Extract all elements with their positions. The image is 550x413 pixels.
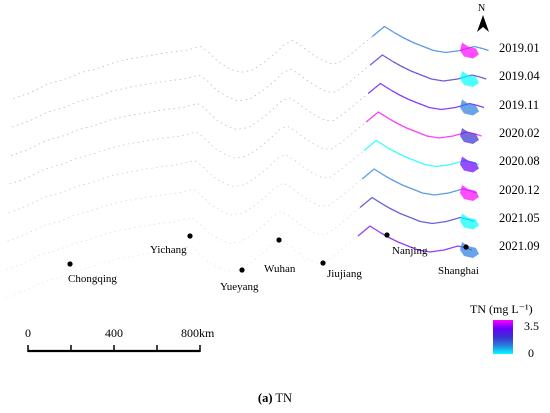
estuary-2021.09 xyxy=(460,242,479,258)
river-reach-2021.05 xyxy=(359,196,475,225)
city-label: Yueyang xyxy=(220,281,259,293)
legend-color-bar xyxy=(493,320,513,354)
city-dot xyxy=(320,260,326,266)
north-arrow-letter: N xyxy=(478,3,486,14)
river-reach-2019.01 xyxy=(371,25,489,54)
date-label: 2019.01 xyxy=(499,41,540,55)
city-label: Wuhan xyxy=(264,263,296,275)
city-dot xyxy=(463,244,469,250)
city-label: Jiujiang xyxy=(327,268,362,280)
river-snapshot-2020.08 xyxy=(8,140,480,213)
city-label: Shanghai xyxy=(438,265,479,277)
estuary-2021.05 xyxy=(460,213,479,230)
figure-caption: (a) TN xyxy=(0,391,550,406)
city-label: Yichang xyxy=(150,244,187,256)
river-snapshot-2021.05 xyxy=(6,197,475,270)
city-dot xyxy=(239,267,245,273)
estuary-2019.11 xyxy=(460,99,479,116)
river-reach-2019.04 xyxy=(369,54,487,82)
river-snapshot-2019.11 xyxy=(10,83,485,156)
estuary-2020.02 xyxy=(460,128,479,144)
city-dot xyxy=(67,261,73,267)
estuary-2020.12 xyxy=(460,185,479,201)
estuary-2019.04 xyxy=(460,71,479,87)
legend-max-label: 3.5 xyxy=(524,319,539,333)
river-snapshot-2020.12 xyxy=(7,168,477,242)
city-label: Nanjing xyxy=(392,245,428,257)
estuary-2019.01 xyxy=(460,42,479,59)
river-snapshot-2019.01 xyxy=(13,26,489,99)
north-arrow-icon xyxy=(477,15,489,32)
city-dot xyxy=(187,233,193,239)
city-dot xyxy=(276,237,282,243)
city-label: Chongqing xyxy=(68,273,117,285)
date-label: 2021.05 xyxy=(499,210,540,225)
date-label: 2020.12 xyxy=(499,182,540,197)
legend-title: TN (mg L⁻¹) xyxy=(470,302,533,316)
river-reach-2019.11 xyxy=(367,82,485,111)
date-label: 2020.02 xyxy=(499,125,540,140)
date-label: 2021.09 xyxy=(499,239,540,254)
river-snapshot-2021.09 xyxy=(4,225,473,299)
river-reach-2021.09 xyxy=(357,225,473,253)
city-dot xyxy=(384,232,390,238)
caption-text: TN xyxy=(272,391,293,405)
legend-min-label: 0 xyxy=(528,346,534,360)
date-label: 2019.11 xyxy=(499,97,540,112)
scale-bar-label: 800km xyxy=(181,326,215,340)
scale-bar-label: 400 xyxy=(105,326,123,340)
river-reach-2020.12 xyxy=(361,168,477,196)
estuary-2020.08 xyxy=(460,156,479,173)
river-snapshot-2019.04 xyxy=(12,54,487,128)
date-label: 2019.04 xyxy=(499,69,540,84)
river-snapshot-2020.02 xyxy=(9,111,482,185)
caption-prefix: (a) xyxy=(257,391,273,405)
date-label: 2020.08 xyxy=(499,154,540,169)
scale-bar-label: 0 xyxy=(25,326,31,340)
